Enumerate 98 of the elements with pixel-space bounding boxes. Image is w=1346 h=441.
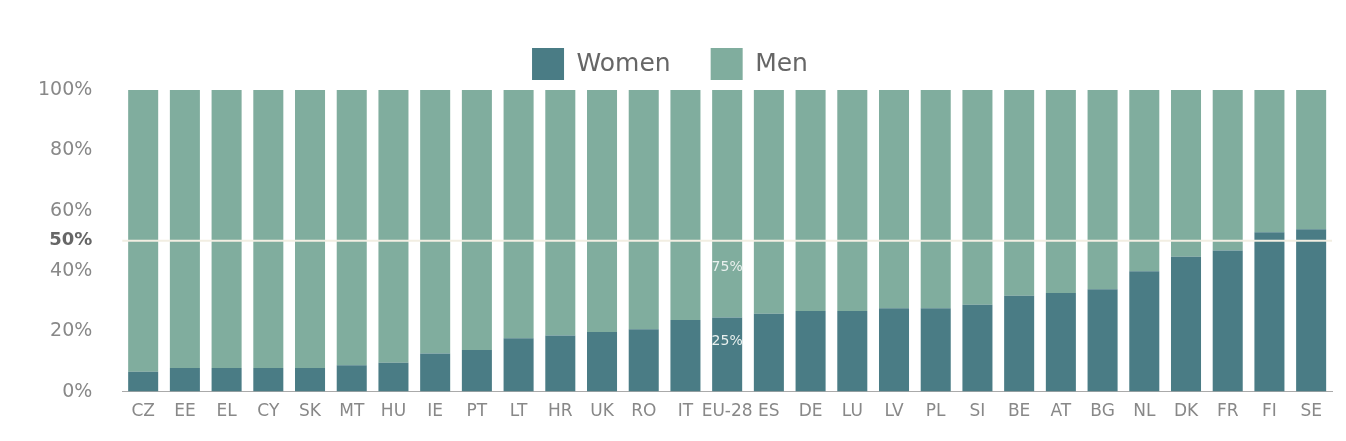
bar: [336, 365, 367, 392]
bar: [920, 90, 951, 309]
bar: [336, 90, 367, 366]
bar: [545, 90, 576, 336]
x-tick-label: BG: [1090, 400, 1115, 421]
x-tick-label: CY: [257, 400, 280, 421]
bar: [670, 90, 701, 321]
ref-line-label: 50%: [49, 228, 93, 250]
x-tick-label: IT: [677, 400, 694, 421]
bar: [1170, 256, 1202, 392]
bar: [879, 308, 910, 392]
y-tick-label: 40%: [50, 257, 93, 280]
bar: [587, 90, 618, 332]
x-tick-label: FR: [1216, 400, 1239, 421]
y-tick-label: 0%: [62, 378, 93, 401]
bar: [1254, 90, 1285, 233]
x-tick-label: PT: [466, 400, 488, 421]
bar: [628, 90, 659, 330]
x-tick-label: ES: [758, 400, 780, 421]
bar: [1004, 90, 1035, 296]
bar: [1296, 90, 1327, 230]
bar: [461, 90, 492, 350]
x-tick-label: UK: [590, 400, 615, 421]
bar: [295, 368, 326, 392]
bar: [503, 338, 534, 392]
bar: [712, 90, 743, 318]
bar: [1045, 292, 1076, 392]
x-tick-label: LU: [841, 400, 863, 421]
x-tick-label: IE: [427, 400, 444, 421]
bar: [837, 311, 868, 392]
bar: [1212, 250, 1243, 392]
y-tick-label: 60%: [50, 197, 93, 220]
x-tick-label: LT: [509, 400, 528, 421]
x-tick-label: HU: [380, 400, 407, 421]
bar: [253, 368, 284, 392]
bar: [712, 317, 743, 392]
bar: [1087, 289, 1118, 392]
bar: [211, 368, 242, 392]
bar: [753, 90, 784, 314]
bar: [795, 311, 826, 392]
x-tick-label: MT: [339, 400, 365, 421]
x-tick-label: CZ: [131, 400, 155, 421]
bar: [628, 329, 659, 392]
x-tick-label: LV: [884, 400, 904, 421]
bar: [253, 90, 284, 369]
bar: [962, 304, 993, 392]
bar: [420, 90, 451, 354]
bar: [920, 308, 951, 392]
x-tick-label: SK: [299, 400, 322, 421]
data-label: 25%: [711, 332, 743, 349]
bar: [545, 335, 576, 392]
bar: [1212, 90, 1243, 251]
bar: [1296, 229, 1327, 392]
bar: [211, 90, 242, 369]
x-tick-label: HR: [548, 400, 573, 421]
bar: [1254, 232, 1285, 392]
bar: [1045, 90, 1076, 293]
bar: [837, 90, 868, 312]
bar: [461, 349, 492, 392]
data-label: 75%: [711, 258, 743, 275]
y-tick-label: 100%: [37, 76, 93, 99]
x-tick-label: EU-28: [701, 400, 753, 421]
bar: [1129, 90, 1160, 272]
x-tick-label: SE: [1300, 400, 1322, 421]
bar: [169, 90, 200, 369]
bar: [587, 331, 618, 392]
bar: [128, 371, 159, 392]
bar: [670, 320, 701, 392]
bar: [962, 90, 993, 305]
bar: [753, 313, 784, 392]
bar: [1129, 271, 1160, 392]
x-tick-label: EE: [174, 400, 196, 421]
bar: [879, 90, 910, 309]
bar: [378, 90, 409, 363]
x-tick-label: FI: [1262, 400, 1277, 421]
bar: [128, 90, 159, 372]
legend-label: Men: [755, 47, 808, 77]
legend-label: Women: [576, 47, 671, 77]
x-tick-label: PL: [925, 400, 947, 421]
bar: [795, 90, 826, 312]
x-tick-label: DE: [798, 400, 823, 421]
x-tick-label: DK: [1173, 400, 1199, 421]
bar: [1087, 90, 1118, 290]
x-tick-label: NL: [1133, 400, 1156, 421]
bar: [295, 90, 326, 369]
bar: [169, 368, 200, 392]
bar: [503, 90, 534, 339]
bar: [1170, 90, 1202, 257]
x-tick-label: RO: [631, 400, 657, 421]
bar: [378, 362, 409, 392]
x-tick-label: AT: [1050, 400, 1072, 421]
bar: [1004, 295, 1035, 392]
x-tick-label: BE: [1007, 400, 1031, 421]
y-tick-label: 80%: [50, 137, 93, 160]
y-tick-label: 20%: [50, 318, 93, 341]
x-tick-label: EL: [216, 400, 238, 421]
bar: [420, 353, 451, 392]
x-tick-label: SI: [969, 400, 986, 421]
